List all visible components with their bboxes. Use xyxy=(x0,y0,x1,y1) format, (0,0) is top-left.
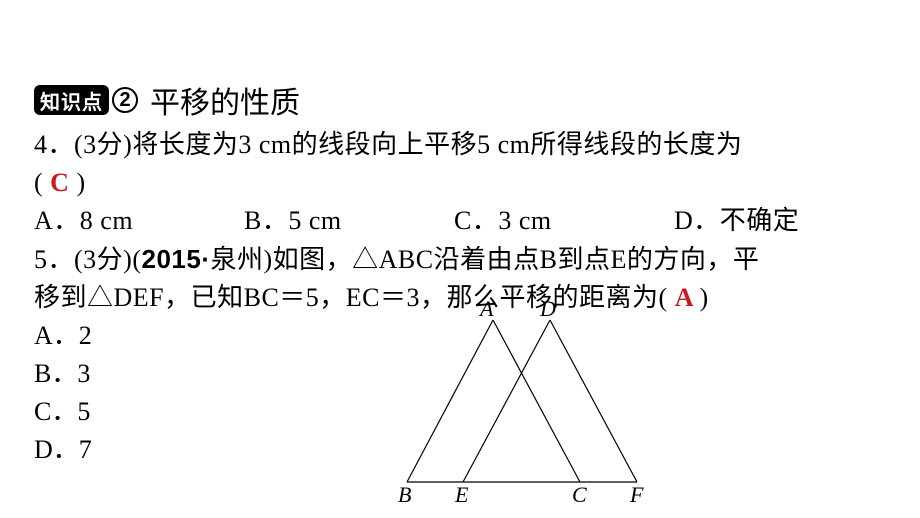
triangle-svg xyxy=(380,310,680,500)
q4-paren-close: ) xyxy=(76,168,85,197)
fig-label-F: F xyxy=(630,482,643,508)
q4-answer: C xyxy=(43,168,76,197)
q4-option-a: A．8 cm xyxy=(34,202,244,240)
triangle-figure: A D B E C F xyxy=(380,310,680,500)
knowledge-point-header: 知识点 2 平移的性质 xyxy=(34,78,886,122)
q4-option-c: C．3 cm xyxy=(454,202,674,240)
fig-label-D: D xyxy=(540,296,556,322)
q5-stem2a: 移到△DEF，已知BC＝5，EC＝3，那么平移的距离为( xyxy=(34,283,668,312)
q5-stem2b: ) xyxy=(700,283,709,312)
fig-label-B: B xyxy=(398,482,411,508)
q5-answer: A xyxy=(668,283,700,312)
q4-stem-line1: 4．(3分)将长度为3 cm的线段向上平移5 cm所得线段的长度为 xyxy=(34,126,886,164)
q4-options-row: A．8 cm B．5 cm C．3 cm D．不确定 xyxy=(34,202,886,240)
q5-bold: 2015· xyxy=(141,244,210,274)
fig-label-E: E xyxy=(455,482,468,508)
q5-stem-line1: 5．(3分)(2015·泉州)如图，△ABC沿着由点B到点E的方向，平 xyxy=(34,240,886,279)
q5-stem-b: 泉州)如图，△ABC沿着由点B到点E的方向，平 xyxy=(210,245,759,274)
kp-number: 2 xyxy=(112,87,138,113)
q4-paren-open: ( xyxy=(34,168,43,197)
q4-option-d: D．不确定 xyxy=(674,202,799,240)
q4-option-b: B．5 cm xyxy=(244,202,454,240)
kp-title: 平移的性质 xyxy=(150,78,300,122)
q4-answer-line: ( C ) xyxy=(34,164,886,202)
fig-label-C: C xyxy=(572,482,587,508)
kp-badge: 知识点 xyxy=(34,85,109,115)
q5-stem-a: 5．(3分)( xyxy=(34,245,141,274)
fig-label-A: A xyxy=(480,296,493,322)
